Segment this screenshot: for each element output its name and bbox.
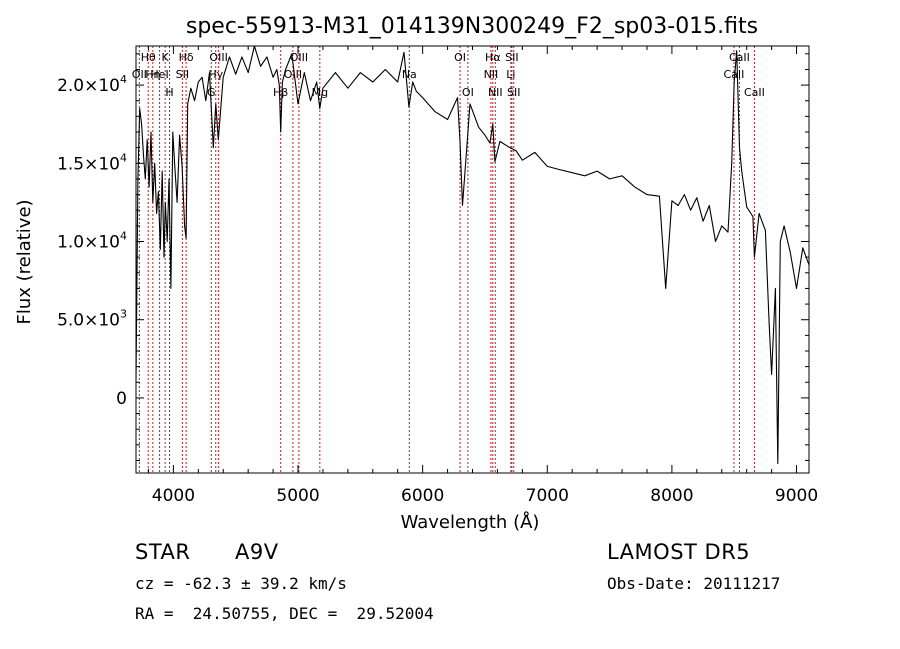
line-label-12: OIII [284, 68, 302, 81]
line-label-19: SII [505, 51, 518, 64]
line-label-26: CaII [744, 86, 765, 99]
line-label-25: CaII [724, 68, 745, 81]
x-tick-label-4: 8000 [650, 486, 693, 506]
line-label-23: SII [507, 86, 520, 99]
line-label-16: OI [454, 51, 466, 64]
line-label-21: Li [506, 68, 515, 81]
line-label-20: NII [484, 68, 499, 81]
x-tick-label-0: 4000 [152, 486, 195, 506]
x-tick-label-2: 6000 [401, 486, 444, 506]
line-label-9: Hγ [208, 68, 223, 81]
survey-name: LAMOST DR5 [607, 540, 751, 564]
y-tick-label-4: 2.0×104 [57, 73, 127, 96]
line-label-2: Hη [145, 68, 160, 81]
spectral-line-markers [138, 46, 755, 473]
y-axis-ticks: 0 5.0×103 1.0×104 1.5×104 2.0×104 [57, 53, 809, 461]
x-axis-label: Wavelength (Å) [401, 511, 540, 533]
line-label-24: CaII [729, 51, 750, 64]
object-subclass: A9V [235, 540, 279, 564]
line-label-6: Hδ [179, 51, 194, 64]
line-label-11: OIII [290, 51, 308, 64]
line-label-18: Hα [485, 51, 501, 64]
spectrum-line [135, 45, 810, 465]
line-label-15: Na [402, 68, 417, 81]
object-class: STAR [135, 540, 191, 564]
line-label-3: K [162, 51, 170, 64]
line-label-22: NII [488, 86, 503, 99]
line-label-17: OI [462, 86, 474, 99]
line-label-14: Mg [312, 86, 328, 99]
coordinates: RA = 24.50755, DEC = 29.52004 [135, 604, 434, 623]
x-tick-label-3: 7000 [526, 486, 569, 506]
x-axis-ticks: 4000 5000 6000 7000 8000 9000 [147, 46, 818, 506]
y-axis-label: Flux (relative) [14, 199, 35, 324]
y-tick-label-3: 1.5×104 [57, 151, 127, 174]
line-label-5: H [165, 86, 173, 99]
line-label-0: Hθ [141, 51, 156, 64]
line-label-4: HeI [150, 68, 168, 81]
y-tick-label-1: 5.0×103 [57, 308, 127, 331]
line-label-8: OIII [209, 51, 227, 64]
line-label-7: SII [176, 68, 189, 81]
observation-date: Obs-Date: 20111217 [607, 574, 781, 593]
x-tick-label-5: 9000 [775, 486, 818, 506]
y-tick-label-0: 0 [116, 389, 127, 409]
redshift-velocity: cz = -62.3 ± 39.2 km/s [135, 574, 347, 593]
line-label-10: G [207, 86, 216, 99]
x-tick-label-1: 5000 [276, 486, 319, 506]
line-label-13: Hβ [273, 86, 288, 99]
chart-title: spec-55913-M31_014139N300249_F2_sp03-015… [186, 14, 758, 39]
y-tick-label-2: 1.0×104 [57, 230, 127, 253]
